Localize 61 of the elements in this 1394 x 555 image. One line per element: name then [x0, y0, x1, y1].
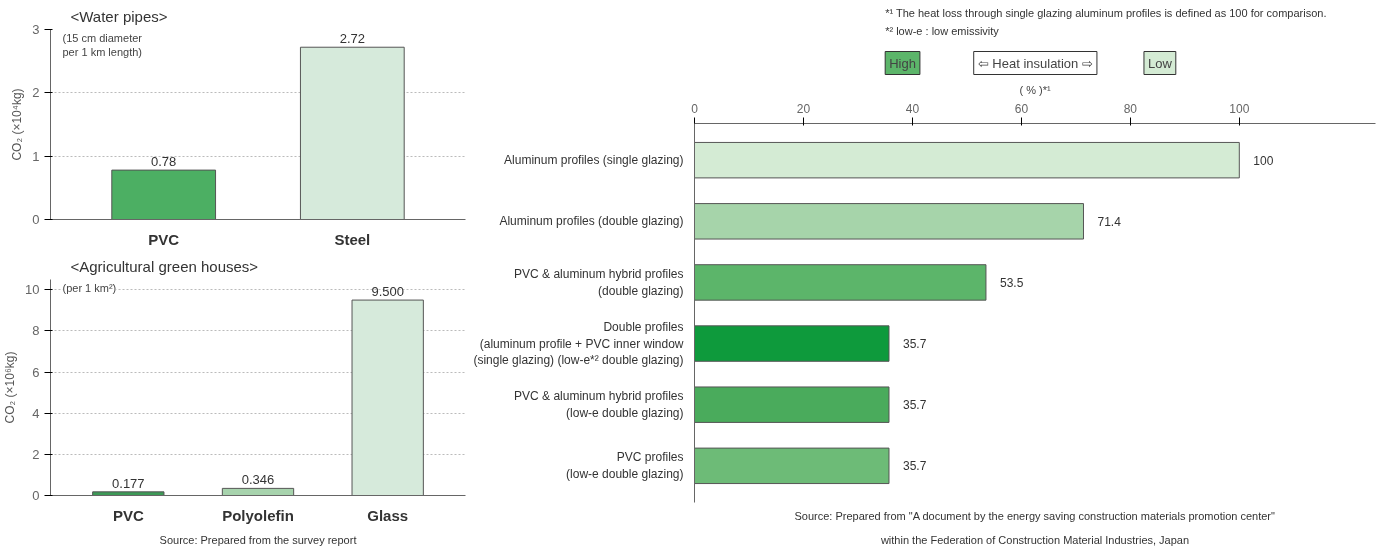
bar [221, 487, 295, 496]
data-label: 100 [1253, 153, 1274, 168]
x-tick-label: 40 [905, 101, 920, 116]
y-tick-label: 0 [32, 212, 40, 227]
data-label: 53.5 [999, 275, 1024, 290]
y-axis-title: CO₂ (×10⁶kg) [3, 351, 18, 424]
y-tick-label: PVC & aluminum hybrid profiles (low-e double glazing) [514, 389, 684, 421]
x-axis-title: ( % )*¹ [1019, 83, 1051, 96]
bar [92, 491, 165, 496]
data-label: 71.4 [1097, 214, 1122, 229]
chart-title: <Agricultural green houses> [70, 257, 259, 275]
data-label: 0.346 [241, 472, 275, 488]
bar [694, 447, 890, 485]
x-tick-label: 20 [796, 101, 811, 116]
y-tick-label: 1 [32, 148, 40, 164]
text: Low [1147, 55, 1173, 71]
y-tick-label: 6 [32, 364, 40, 380]
y-tick-label: 3 [32, 22, 40, 37]
data-label: 0.78 [151, 154, 177, 170]
x-tick-label: PVC [112, 506, 144, 524]
y-tick-label: Aluminum profiles (single glazing) [504, 153, 684, 168]
data-label: 2.72 [339, 31, 365, 47]
data-label: 35.7 [902, 459, 927, 474]
bar [694, 264, 987, 301]
y-tick-label: Aluminum profiles (double glazing) [499, 214, 684, 229]
x-tick-label: Steel [334, 230, 371, 248]
x-tick-label: 100 [1229, 101, 1250, 116]
text: *¹ The heat loss through single glazing aluminum profiles is defined as 100 for comparison. [885, 6, 1327, 19]
x-tick-label: PVC [148, 230, 180, 248]
y-axis-title: CO₂ (×10⁴kg) [10, 88, 25, 161]
x-tick-label: Glass [367, 506, 409, 524]
text: *² low-e : low emissivity [885, 24, 1000, 37]
source-note: Source: Prepared from the survey report [159, 533, 357, 546]
y-tick-label: PVC & aluminum hybrid profiles (double glazing) [514, 267, 684, 298]
y-tick-label: 10 [25, 282, 40, 298]
data-label: 35.7 [902, 337, 927, 352]
y-tick-label: 2 [32, 85, 40, 101]
bar [351, 299, 424, 496]
x-tick-label: 0 [691, 101, 699, 116]
y-tick-label: Double profiles (aluminum profile + PVC inner window (single glazing) (low-e*² double glazing) [473, 319, 684, 368]
y-tick-label: 2 [32, 446, 40, 462]
bar [694, 386, 890, 423]
x-tick-label: Polyolefin [222, 506, 294, 524]
x-tick-label: 80 [1123, 101, 1138, 116]
source-note: Source: Prepared from "A document by the energy saving construction materials promotion center" within the Federation of Construction Material Industries, Japan [794, 509, 1276, 546]
bar [694, 141, 1240, 179]
text: (15 cm diameter per 1 km length) [62, 31, 143, 58]
y-tick-label: 4 [32, 405, 40, 421]
y-tick-label: PVC profiles (low-e double glazing) [566, 450, 684, 482]
x-tick-label: 60 [1014, 101, 1029, 116]
y-tick-label: 8 [32, 323, 40, 339]
y-tick-label: 0 [32, 488, 40, 503]
data-label: 0.177 [112, 475, 145, 491]
chart-title: <Water pipes> [70, 7, 168, 25]
chart-subtitle: (per 1 km²) [62, 281, 117, 294]
data-label: 9.500 [371, 284, 404, 300]
text: High [889, 55, 916, 71]
data-label: 35.7 [902, 398, 927, 413]
text: ⇦ Heat insulation ⇨ [977, 55, 1093, 71]
bar [694, 325, 890, 362]
bar [694, 203, 1084, 240]
